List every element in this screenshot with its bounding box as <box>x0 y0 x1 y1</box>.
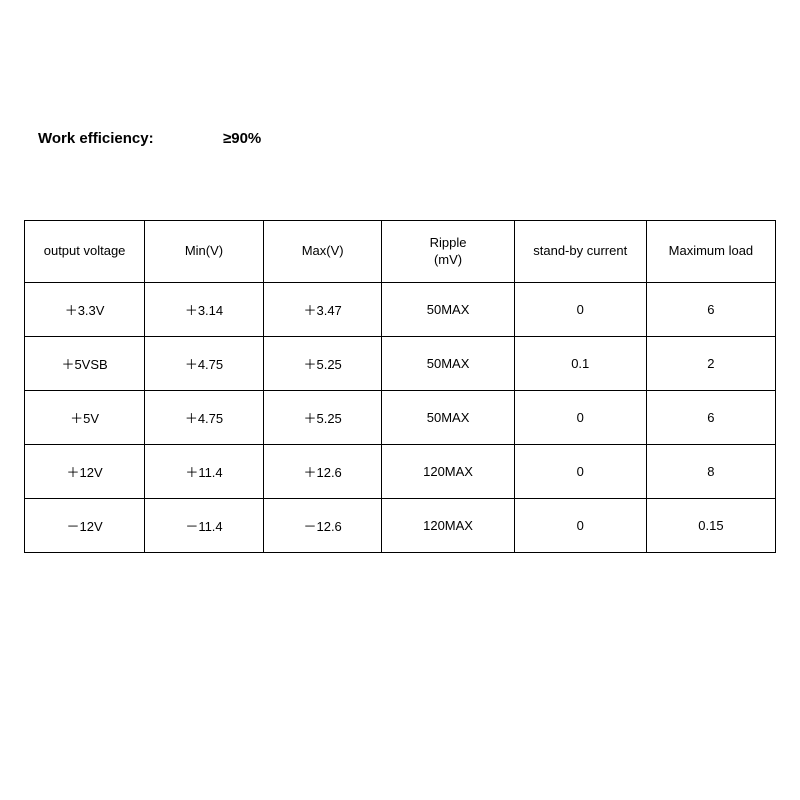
cell-min-v: －11.4 <box>145 499 264 553</box>
col-header-ripple: Ripple(mV) <box>382 221 514 283</box>
col-header-min-v: Min(V) <box>145 221 264 283</box>
cell-maximum-load: 6 <box>646 391 775 445</box>
work-efficiency-label: Work efficiency: <box>38 130 223 147</box>
cell-output-voltage: ＋12V <box>25 445 145 499</box>
cell-ripple: 50MAX <box>382 337 514 391</box>
col-header-maximum-load: Maximum load <box>646 221 775 283</box>
table-row: ＋5V ＋4.75 ＋5.25 50MAX 0 6 <box>25 391 776 445</box>
cell-standby-current: 0.1 <box>514 337 646 391</box>
cell-maximum-load: 0.15 <box>646 499 775 553</box>
cell-standby-current: 0 <box>514 499 646 553</box>
spec-table: output voltage Min(V) Max(V) Ripple(mV) … <box>24 220 776 553</box>
cell-min-v: ＋3.14 <box>145 283 264 337</box>
col-header-output-voltage: output voltage <box>25 221 145 283</box>
table-row: ＋5VSB ＋4.75 ＋5.25 50MAX 0.1 2 <box>25 337 776 391</box>
cell-min-v: ＋4.75 <box>145 391 264 445</box>
cell-maximum-load: 2 <box>646 337 775 391</box>
cell-output-voltage: ＋3.3V <box>25 283 145 337</box>
cell-output-voltage: ＋5V <box>25 391 145 445</box>
cell-ripple: 120MAX <box>382 445 514 499</box>
cell-maximum-load: 8 <box>646 445 775 499</box>
cell-max-v: －12.6 <box>263 499 382 553</box>
cell-max-v: ＋5.25 <box>263 391 382 445</box>
cell-output-voltage: ＋5VSB <box>25 337 145 391</box>
cell-min-v: ＋11.4 <box>145 445 264 499</box>
table-row: ＋12V ＋11.4 ＋12.6 120MAX 0 8 <box>25 445 776 499</box>
cell-maximum-load: 6 <box>646 283 775 337</box>
cell-ripple: 50MAX <box>382 391 514 445</box>
work-efficiency-value: ≥90% <box>223 130 261 147</box>
cell-ripple: 120MAX <box>382 499 514 553</box>
table-row: －12V －11.4 －12.6 120MAX 0 0.15 <box>25 499 776 553</box>
cell-min-v: ＋4.75 <box>145 337 264 391</box>
cell-output-voltage: －12V <box>25 499 145 553</box>
cell-max-v: ＋5.25 <box>263 337 382 391</box>
cell-max-v: ＋12.6 <box>263 445 382 499</box>
cell-standby-current: 0 <box>514 283 646 337</box>
cell-ripple: 50MAX <box>382 283 514 337</box>
cell-standby-current: 0 <box>514 445 646 499</box>
col-header-max-v: Max(V) <box>263 221 382 283</box>
table-row: ＋3.3V ＋3.14 ＋3.47 50MAX 0 6 <box>25 283 776 337</box>
cell-max-v: ＋3.47 <box>263 283 382 337</box>
cell-standby-current: 0 <box>514 391 646 445</box>
table-header-row: output voltage Min(V) Max(V) Ripple(mV) … <box>25 221 776 283</box>
col-header-standby-current: stand-by current <box>514 221 646 283</box>
work-efficiency-row: Work efficiency: ≥90% <box>38 130 261 147</box>
